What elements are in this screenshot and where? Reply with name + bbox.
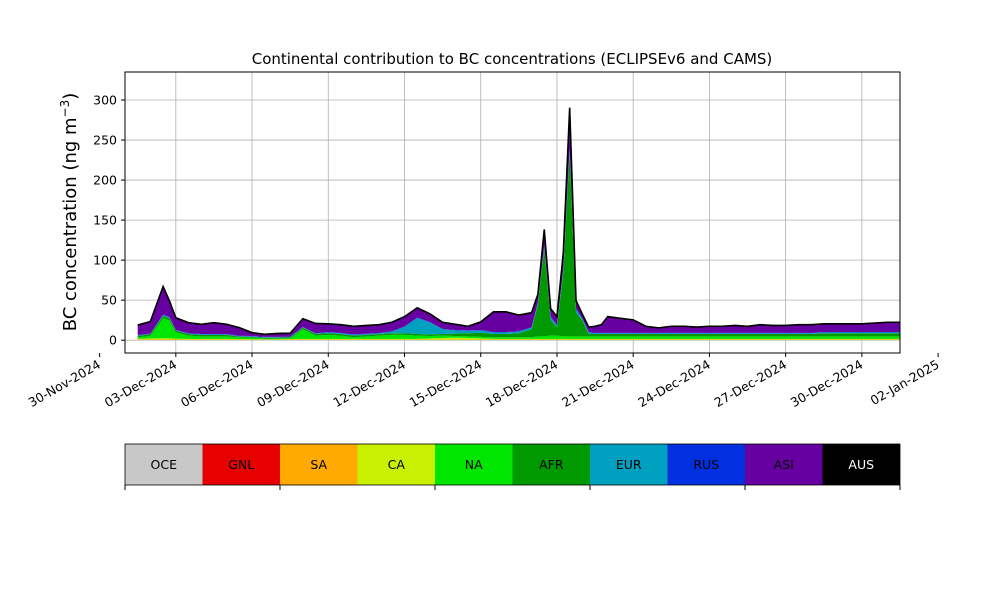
y-axis-label-text: BC concentration (ng m [60,117,81,331]
legend-label-aus: AUS [848,457,874,472]
y-tick-label: 200 [93,173,117,188]
legend-label-sa: SA [310,457,327,472]
legend-label-asi: ASI [774,457,794,472]
y-tick-label: 0 [109,333,117,348]
y-tick-label: 50 [101,293,117,308]
chart-title: Continental contribution to BC concentra… [252,50,773,68]
legend-label-ca: CA [388,457,406,472]
legend-swatch-asi [745,444,823,485]
legend-swatch-afr [512,444,590,485]
legend-label-na: NA [465,457,483,472]
stacked-areas [137,107,900,341]
y-axis-label-exponent: −3 [58,100,72,118]
y-tick-label: 100 [93,253,117,268]
area-series-na [137,318,900,340]
legend-swatch-gnl [202,444,280,485]
legend-swatch-aus [822,444,900,485]
legend-swatch-sa [280,444,358,485]
legend-swatch-ca [357,444,435,485]
legend-swatch-na [435,444,513,485]
legend-label-afr: AFR [539,457,564,472]
legend-label-gnl: GNL [228,457,254,472]
total-concentration-line [137,107,900,336]
area-series-ca [137,337,900,340]
legend-label-rus: RUS [693,457,719,472]
region-colorbar-legend: OCE GNL SA CA NA AFR EUR RUS ASI AUS [124,443,901,490]
legend-label-oce: OCE [151,457,178,472]
y-axis-label: BC concentration (ng m−3) [58,93,81,332]
y-tick-label: 300 [93,93,117,108]
legend-swatch-rus [667,444,745,485]
plot-frame [124,71,901,354]
legend-swatch-eur [590,444,668,485]
legend-swatch-oce [125,444,203,485]
y-tick-label: 250 [93,133,117,148]
legend-frame [124,443,901,486]
y-axis-label-close: ) [60,93,81,100]
y-tick-label: 150 [93,213,117,228]
legend-label-eur: EUR [616,457,642,472]
